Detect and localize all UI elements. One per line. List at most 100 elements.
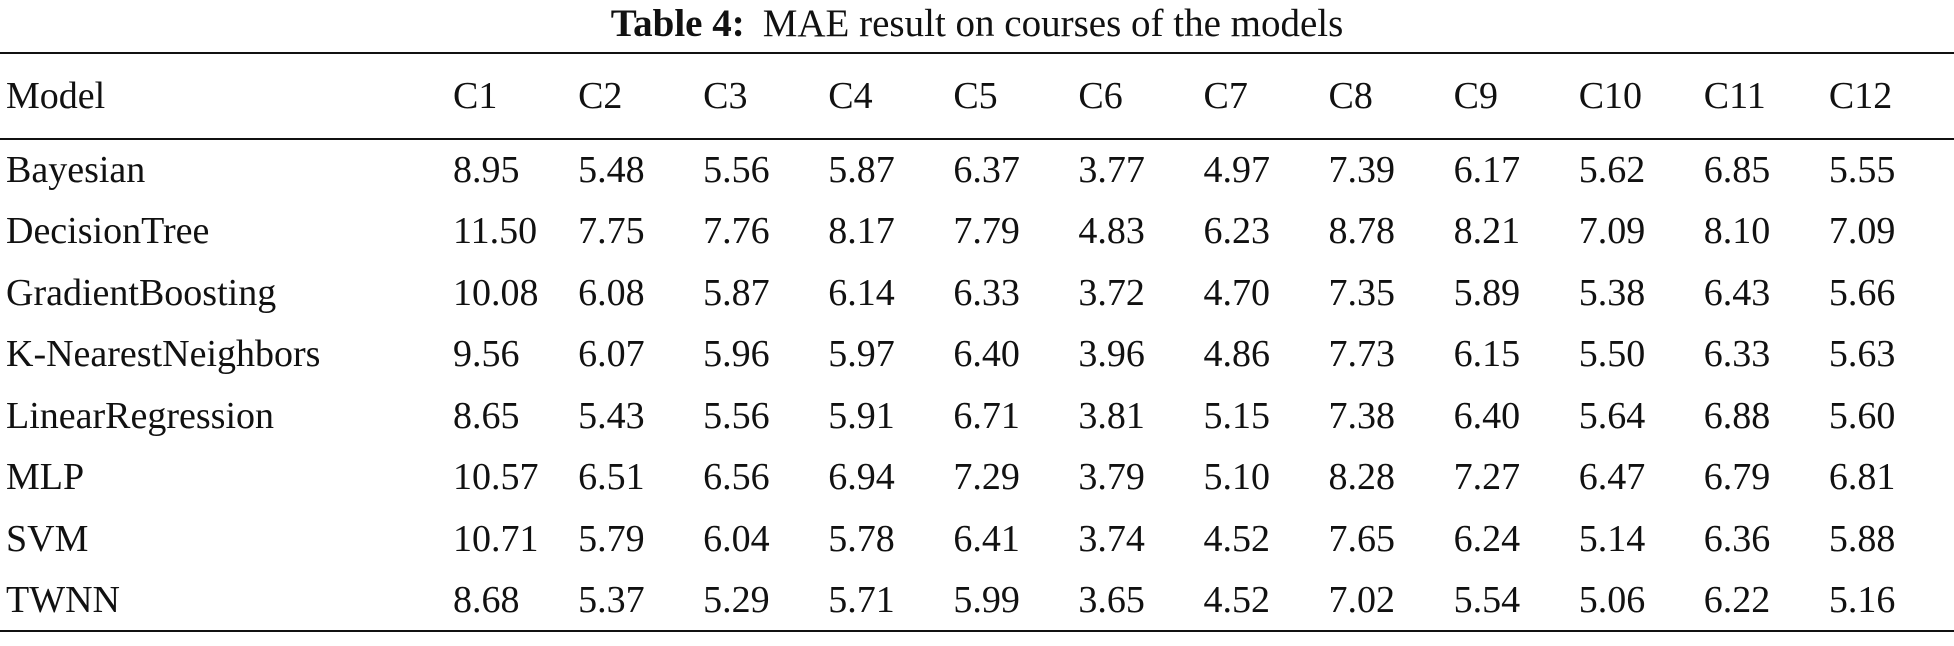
table-row: DecisionTree 11.50 7.75 7.76 8.17 7.79 4.83 6.2… — [0, 201, 1954, 263]
mae-value-cell: 5.50 — [1578, 333, 1646, 376]
table-row: TWNN 8.68 5.37 5.29 5.71 5.99 3.65 4.52 7.02 5.54… — [0, 570, 1954, 631]
mae-value-cell: 5.06 — [1578, 578, 1646, 621]
mae-value-cell: 7.79 — [953, 210, 1020, 253]
mae-value-cell: 7.76 — [703, 210, 770, 253]
mae-value-cell: 7.39 — [1328, 149, 1396, 192]
mae-value-cell: 7.27 — [1453, 456, 1521, 499]
mae-value-cell: 5.97 — [828, 333, 895, 376]
mae-value-cell: 10.08 — [453, 271, 539, 314]
mae-value-cell: 7.29 — [953, 456, 1020, 499]
column-header-c12: C12 — [1828, 75, 1893, 117]
mae-value-cell: 6.51 — [578, 456, 645, 499]
mae-value-cell: 4.52 — [1203, 517, 1270, 560]
mae-value-cell: 6.07 — [578, 333, 645, 376]
table-row: GradientBoosting 10.08 6.08 5.87 6.14 6.33 3.7… — [0, 262, 1954, 324]
mae-value-cell: 6.88 — [1703, 394, 1771, 437]
table-row: MLP 10.57 6.51 6.56 6.94 7.29 3.79 5.10 8.28 7.27… — [0, 447, 1954, 509]
model-name-cell: K-NearestNeighbors — [6, 333, 321, 376]
mae-value-cell: 6.85 — [1703, 149, 1771, 192]
table-header: Model C1 C2 C3 C4 C5 C6 C7 C8 C9 C10 C11 C12 — [0, 53, 1954, 139]
table-row: SVM 10.71 5.79 6.04 5.78 6.41 3.74 4.52 7.65 6.24… — [0, 508, 1954, 570]
mae-value-cell: 5.66 — [1828, 271, 1896, 314]
mae-value-cell: 5.87 — [828, 149, 895, 192]
mae-value-cell: 5.78 — [828, 517, 895, 560]
mae-value-cell: 8.65 — [453, 394, 520, 437]
mae-value-cell: 7.75 — [578, 210, 645, 253]
table-title: MAE result on courses of the models — [762, 2, 1344, 45]
mae-value-cell: 4.52 — [1203, 578, 1270, 621]
mae-value-cell: 5.88 — [1828, 517, 1896, 560]
mae-value-cell: 5.63 — [1828, 333, 1896, 376]
model-name-cell: MLP — [6, 456, 85, 499]
mae-value-cell: 5.16 — [1828, 578, 1896, 621]
table-row: LinearRegression 8.65 5.43 5.56 5.91 6.71 3.81… — [0, 385, 1954, 447]
mae-value-cell: 5.54 — [1453, 578, 1521, 621]
column-header-c6: C6 — [1078, 75, 1123, 117]
table-number: Table 4: — [610, 2, 745, 45]
column-header-c11: C11 — [1703, 75, 1766, 117]
mae-value-cell: 6.41 — [953, 517, 1020, 560]
mae-value-cell: 3.79 — [1078, 456, 1145, 499]
mae-value-cell: 5.29 — [703, 578, 770, 621]
mae-value-cell: 5.56 — [703, 149, 770, 192]
mae-value-cell: 5.60 — [1828, 394, 1896, 437]
model-name-cell: DecisionTree — [6, 210, 210, 253]
mae-value-cell: 5.71 — [828, 578, 895, 621]
mae-value-cell: 9.56 — [453, 333, 520, 376]
mae-value-cell: 7.38 — [1328, 394, 1396, 437]
mae-value-cell: 5.96 — [703, 333, 770, 376]
mae-value-cell: 6.40 — [1453, 394, 1521, 437]
results-table: Model C1 C2 C3 C4 C5 C6 C7 C8 C9 C10 C11 C12 Bayesia… — [0, 52, 1954, 632]
mae-value-cell: 6.37 — [953, 149, 1020, 192]
mae-value-cell: 7.02 — [1328, 578, 1396, 621]
mae-value-cell: 5.91 — [828, 394, 895, 437]
mae-value-cell: 7.09 — [1828, 210, 1896, 253]
mae-value-cell: 5.37 — [578, 578, 645, 621]
mae-value-cell: 3.77 — [1078, 149, 1145, 192]
mae-value-cell: 4.86 — [1203, 333, 1270, 376]
mae-value-cell: 11.50 — [453, 210, 538, 253]
mae-value-cell: 8.78 — [1328, 210, 1396, 253]
mae-value-cell: 6.94 — [828, 456, 895, 499]
mae-value-cell: 6.71 — [953, 394, 1020, 437]
column-header-c5: C5 — [953, 75, 998, 117]
column-header-c7: C7 — [1203, 75, 1248, 117]
mae-value-cell: 6.36 — [1703, 517, 1771, 560]
mae-value-cell: 8.10 — [1703, 210, 1771, 253]
table-row: Bayesian 8.95 5.48 5.56 5.87 6.37 3.77 4.97 7.39… — [0, 139, 1954, 201]
mae-value-cell: 6.04 — [703, 517, 770, 560]
mae-value-cell: 6.24 — [1453, 517, 1521, 560]
mae-value-cell: 3.74 — [1078, 517, 1145, 560]
mae-value-cell: 5.99 — [953, 578, 1020, 621]
model-name-cell: Bayesian — [6, 149, 146, 192]
mae-value-cell: 3.65 — [1078, 578, 1145, 621]
mae-value-cell: 5.48 — [578, 149, 645, 192]
mae-value-cell: 7.09 — [1578, 210, 1646, 253]
mae-value-cell: 8.28 — [1328, 456, 1396, 499]
model-name-cell: LinearRegression — [6, 394, 275, 437]
mae-value-cell: 3.96 — [1078, 333, 1145, 376]
mae-value-cell: 5.79 — [578, 517, 645, 560]
mae-value-cell: 6.79 — [1703, 456, 1771, 499]
mae-value-cell: 3.81 — [1078, 394, 1145, 437]
mae-value-cell: 7.73 — [1328, 333, 1396, 376]
mae-value-cell: 6.56 — [703, 456, 770, 499]
mae-value-cell: 8.17 — [828, 210, 895, 253]
model-name-cell: GradientBoosting — [6, 271, 277, 314]
mae-value-cell: 4.70 — [1203, 271, 1270, 314]
mae-value-cell: 5.10 — [1203, 456, 1270, 499]
mae-value-cell: 6.15 — [1453, 333, 1521, 376]
column-header-c8: C8 — [1328, 75, 1373, 117]
mae-value-cell: 5.62 — [1578, 149, 1646, 192]
mae-value-cell: 5.55 — [1828, 149, 1896, 192]
mae-value-cell: 7.35 — [1328, 271, 1396, 314]
table-row: K-NearestNeighbors 9.56 6.07 5.96 5.97 6.40 3.… — [0, 324, 1954, 386]
mae-value-cell: 5.89 — [1453, 271, 1521, 314]
column-header-model: Model — [6, 75, 106, 117]
mae-value-cell: 6.23 — [1203, 210, 1270, 253]
mae-value-cell: 6.08 — [578, 271, 645, 314]
mae-value-cell: 6.40 — [953, 333, 1020, 376]
column-header-c9: C9 — [1453, 75, 1498, 117]
column-header-c3: C3 — [703, 75, 748, 117]
mae-value-cell: 5.64 — [1578, 394, 1646, 437]
